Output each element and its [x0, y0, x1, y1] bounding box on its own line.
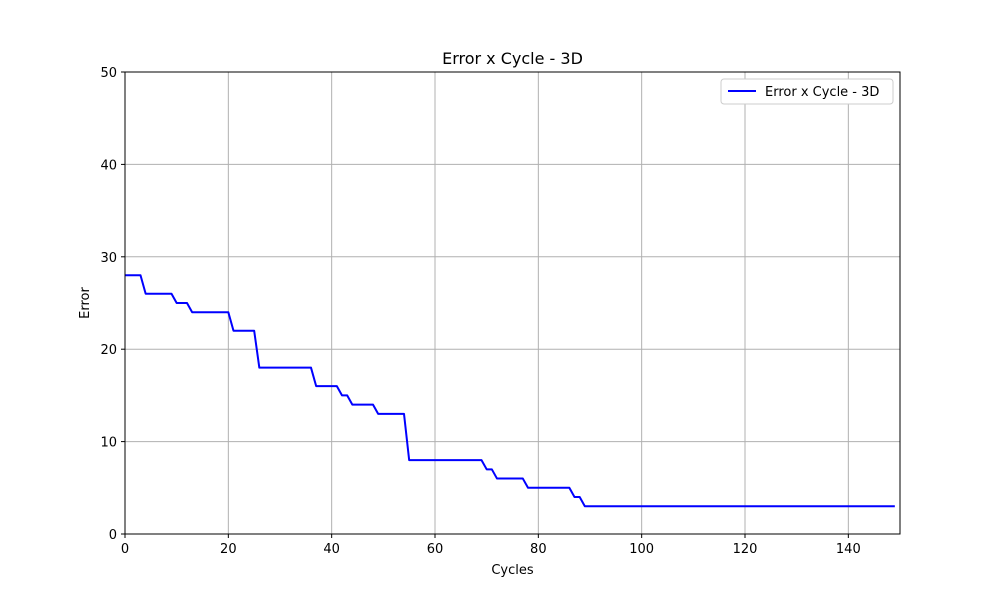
plot-frame: [124, 71, 901, 535]
x-tick-label: 60: [427, 542, 444, 557]
x-tick-label: 80: [530, 542, 547, 557]
y-tick-label: 40: [100, 158, 117, 173]
y-tick-label: 50: [100, 66, 117, 81]
plot-area: [125, 72, 900, 534]
y-tick-label: 0: [109, 528, 117, 543]
x-tick-label: 0: [121, 542, 129, 557]
x-tick-label: 140: [836, 542, 861, 557]
series-line: [125, 274, 895, 508]
y-axis-ticks: 0 10 20 30 40 50: [100, 66, 125, 543]
x-axis-ticks: 0 20 40 60 80 100 120 140: [121, 534, 861, 557]
y-axis-label: Error: [78, 287, 93, 319]
series-layer: [125, 274, 895, 508]
x-tick-label: 40: [323, 542, 340, 557]
x-tick-label: 100: [629, 542, 654, 557]
x-axis-label: Cycles: [491, 563, 534, 578]
legend-label: Error x Cycle - 3D: [765, 85, 879, 100]
x-tick-label: 20: [220, 542, 237, 557]
legend: Error x Cycle - 3D: [720, 78, 894, 105]
x-tick-label: 120: [733, 542, 758, 557]
legend-box: [720, 78, 894, 105]
chart-title: Error x Cycle - 3D: [442, 49, 583, 68]
y-tick-label: 30: [100, 251, 117, 266]
y-tick-label: 20: [100, 343, 117, 358]
y-tick-label: 10: [100, 436, 117, 451]
